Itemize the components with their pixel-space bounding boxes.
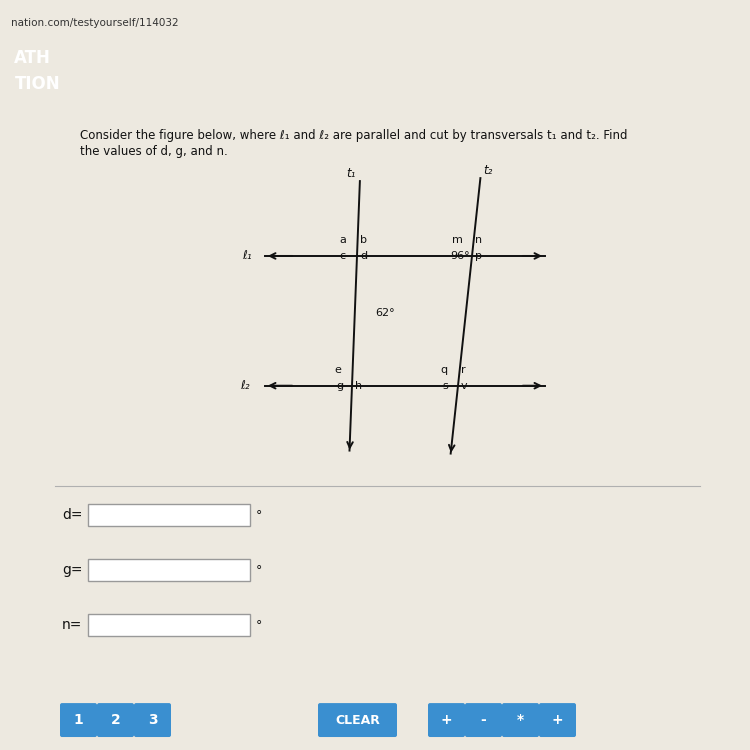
Text: m: m	[452, 235, 463, 245]
Text: +: +	[552, 713, 563, 727]
Text: +: +	[441, 713, 452, 727]
FancyBboxPatch shape	[502, 703, 539, 737]
FancyBboxPatch shape	[134, 703, 171, 737]
Text: 2: 2	[111, 713, 120, 727]
Text: b: b	[360, 235, 367, 245]
Text: 96°: 96°	[450, 251, 470, 261]
Text: h: h	[355, 381, 362, 391]
FancyBboxPatch shape	[465, 703, 502, 737]
Text: ℓ₂: ℓ₂	[240, 379, 250, 392]
Text: v: v	[461, 381, 468, 391]
Text: n=: n=	[62, 618, 82, 632]
Text: d=: d=	[62, 509, 82, 523]
Text: p: p	[475, 251, 482, 261]
Text: c: c	[339, 251, 345, 261]
FancyBboxPatch shape	[97, 703, 134, 737]
Text: 1: 1	[74, 713, 83, 727]
Text: t₁: t₁	[346, 167, 355, 180]
Text: 3: 3	[148, 713, 158, 727]
Text: ATH: ATH	[14, 49, 51, 67]
Text: nation.com/testyourself/114032: nation.com/testyourself/114032	[11, 18, 178, 28]
FancyBboxPatch shape	[60, 703, 97, 737]
Text: e: e	[334, 364, 340, 375]
FancyBboxPatch shape	[88, 505, 250, 526]
Text: Consider the figure below, where ℓ₁ and ℓ₂ are parallel and cut by transversals : Consider the figure below, where ℓ₁ and …	[80, 129, 628, 142]
FancyBboxPatch shape	[88, 560, 250, 581]
Text: the values of d, g, and n.: the values of d, g, and n.	[80, 146, 228, 158]
Text: s: s	[442, 381, 448, 391]
Text: ℓ₁: ℓ₁	[242, 249, 251, 262]
Text: 62°: 62°	[375, 308, 394, 318]
Text: g=: g=	[62, 563, 82, 578]
FancyBboxPatch shape	[318, 703, 397, 737]
Text: *: *	[517, 713, 524, 727]
Text: d: d	[360, 251, 368, 261]
Text: TION: TION	[14, 76, 60, 94]
Text: a: a	[339, 235, 346, 245]
Text: g: g	[336, 381, 343, 391]
Text: t₂: t₂	[484, 164, 493, 177]
FancyBboxPatch shape	[539, 703, 576, 737]
Text: °: °	[256, 509, 262, 522]
Text: CLEAR: CLEAR	[335, 713, 380, 727]
FancyBboxPatch shape	[428, 703, 465, 737]
Text: q: q	[440, 364, 447, 375]
Text: r: r	[461, 364, 466, 375]
FancyBboxPatch shape	[88, 614, 250, 636]
Text: n: n	[475, 235, 482, 245]
Text: -: -	[481, 713, 486, 727]
Text: °: °	[256, 564, 262, 577]
Text: °: °	[256, 619, 262, 632]
